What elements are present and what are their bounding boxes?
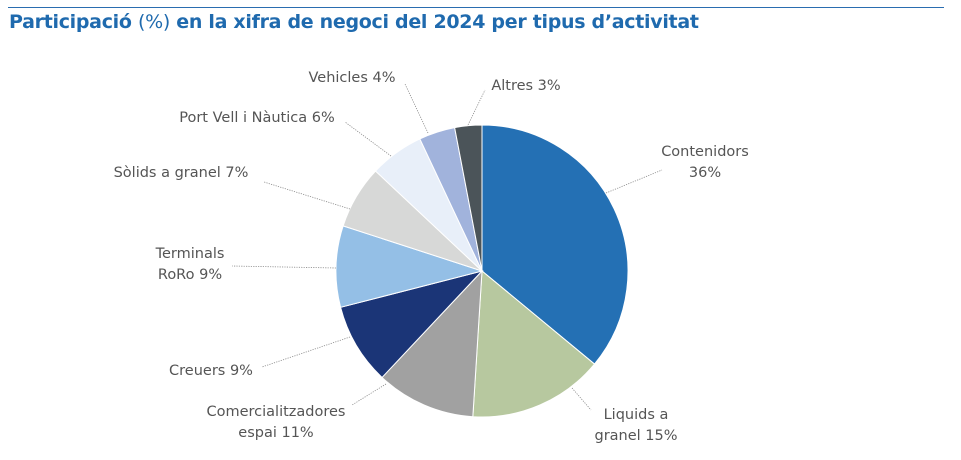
data-label: Contenidors [661,144,749,160]
chart-title: Participació (%) en la xifra de negoci d… [9,11,699,33]
pie-slice-liquids-a-granel [472,269,596,418]
pie-slice-creuers [339,270,484,379]
data-label: espai 11% [238,425,313,441]
leader-line [261,336,351,368]
leader-line [344,121,392,157]
data-label: Creuers 9% [169,363,253,379]
data-label: Liquids a [604,407,669,423]
title-rule [8,7,944,8]
pie-slice-terminals-roro [335,225,484,308]
leader-line [231,265,337,269]
data-label: Sòlids a granel 7% [114,165,249,181]
data-label: Altres 3% [491,78,560,94]
leader-line [605,169,663,194]
pie-slice-contenidors [481,124,629,365]
leader-line [263,181,351,210]
data-label: Terminals [155,246,225,262]
leader-line [571,387,592,411]
pie-slice-altres [454,124,483,272]
data-label: Comercialitzadores [206,404,345,420]
leader-line [404,83,429,134]
title-part: Participació [9,11,138,33]
leader-line [466,89,486,128]
data-label: 36% [689,165,721,181]
title-percent: (%) [137,11,170,33]
data-label: granel 15% [594,428,677,444]
data-label: Port Vell i Nàutica 6% [179,110,334,126]
pie-slice-comercialitzadores-espai [381,269,483,418]
title-part: en la xifra de negoci del 2024 per tipus… [169,11,699,33]
data-label: Vehicles 4% [308,70,395,86]
leader-line [351,383,387,406]
data-label: RoRo 9% [158,267,222,283]
